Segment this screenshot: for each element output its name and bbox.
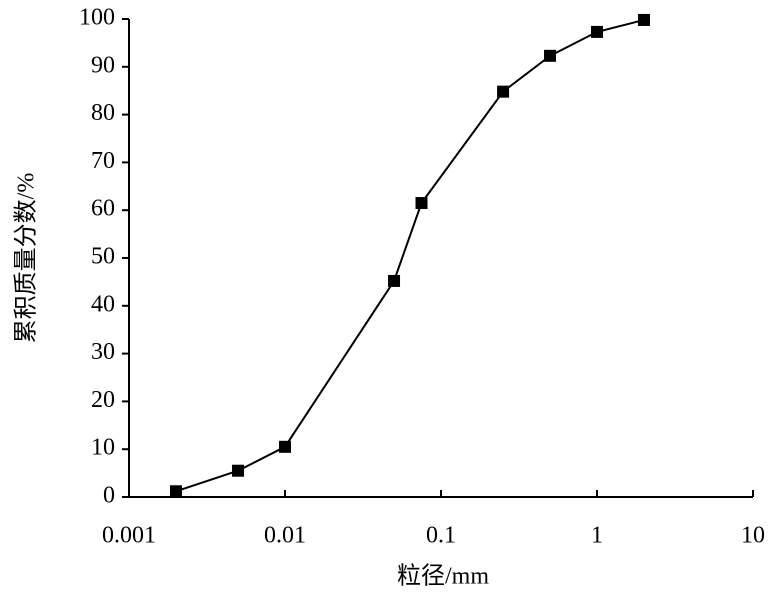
y-tick-label: 40: [91, 291, 115, 317]
marker: [637, 13, 650, 26]
y-tick-label: 100: [79, 5, 115, 31]
marker: [279, 440, 291, 453]
y-tick-label: 50: [91, 244, 115, 270]
y-tick-label: 60: [91, 196, 115, 222]
x-tick-label: 10: [741, 523, 765, 549]
marker: [388, 274, 401, 287]
marker: [544, 49, 557, 62]
y-tick-label: 10: [91, 435, 115, 461]
x-tick-label: 0.01: [264, 523, 306, 549]
data-line: [175, 18, 645, 493]
x-axis-label: 粒径/mm: [397, 563, 489, 590]
y-tick-label: 80: [91, 100, 115, 126]
marker: [169, 485, 182, 498]
y-axis-label: 累积质量分数/%: [13, 173, 40, 344]
y-tick-label: 90: [91, 52, 115, 78]
marker: [415, 197, 428, 210]
x-tick-label: 0.001: [102, 523, 156, 549]
y-tick-label: 20: [91, 387, 115, 413]
y-tick-label: 70: [91, 148, 115, 174]
x-tick-label: 1: [591, 523, 603, 549]
y-tick-label: 30: [91, 339, 115, 365]
marker: [232, 464, 245, 477]
marker: [591, 25, 603, 38]
y-tick-label: 0: [103, 483, 115, 509]
x-tick-label: 0.1: [426, 523, 456, 549]
marker: [497, 85, 510, 98]
